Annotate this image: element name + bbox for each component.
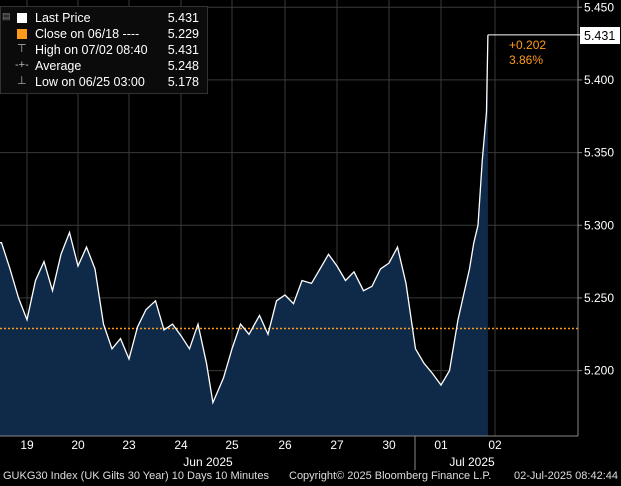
x-tick-label: 19	[20, 438, 34, 452]
chart-footer: GUKG30 Index (UK Gilts 30 Year) 10 Days …	[0, 470, 621, 486]
high-marker-icon: ⊤	[17, 43, 27, 55]
x-tick-label: 30	[382, 438, 396, 452]
legend-panel[interactable]: ▤ Last Price 5.431 Close on 06/18 ---- 5…	[0, 6, 208, 94]
legend-label: Low on 06/25 03:00	[35, 75, 145, 89]
average-marker-icon: -+-	[15, 59, 29, 71]
x-tick-label: 01	[434, 438, 448, 452]
legend-value: 5.431	[167, 43, 199, 57]
footer-security: GUKG30 Index (UK Gilts 30 Year) 10 Days …	[3, 470, 269, 482]
x-tick-label: 02	[488, 438, 502, 452]
legend-row-average: -+- Average 5.248	[5, 58, 203, 74]
x-axis: 19 20 23 24 25 26 27 30 01 02 Jun 2025 Jul 2025	[20, 438, 502, 469]
y-tick-label: 5.200	[584, 364, 614, 378]
x-month-label: Jun 2025	[183, 455, 233, 469]
legend-drag-handle-icon[interactable]: ▤	[2, 11, 11, 21]
x-tick-label: 20	[71, 438, 85, 452]
footer-copyright: Copyright© 2025 Bloomberg Finance L.P.	[289, 470, 492, 482]
legend-value: 5.248	[167, 59, 199, 73]
legend-label: Close on 06/18 ----	[35, 27, 140, 41]
x-tick-label: 23	[122, 438, 136, 452]
footer-timestamp: 02-Jul-2025 08:42:44	[514, 470, 618, 482]
last-price-tag-box	[580, 27, 620, 44]
low-marker-icon: ⊥	[17, 75, 27, 87]
legend-row-high: ⊤ High on 07/02 08:40 5.431	[5, 42, 203, 58]
legend-value: 5.178	[167, 75, 199, 89]
price-series-line	[0, 34, 489, 405]
last-price-tag: 5.431	[487, 27, 620, 44]
legend-row-last-price: Last Price 5.431	[5, 10, 203, 26]
y-tick-label: 5.400	[584, 73, 614, 87]
last-price-tag-text: 5.431	[584, 29, 615, 43]
x-tick-label: 26	[278, 438, 292, 452]
legend-label: Last Price	[35, 11, 91, 25]
legend-label: High on 07/02 08:40	[35, 43, 148, 57]
x-tick-label: 27	[330, 438, 344, 452]
legend-row-low: ⊥ Low on 06/25 03:00 5.178	[5, 74, 203, 90]
x-month-label: Jul 2025	[449, 455, 495, 469]
orange-square-icon	[17, 29, 27, 39]
y-tick-label: 5.250	[584, 291, 614, 305]
price-area-fill	[0, 34, 488, 437]
legend-label: Average	[35, 59, 82, 73]
change-pct-label: 3.86%	[509, 53, 543, 67]
y-tick-label: 5.450	[584, 0, 614, 14]
legend-row-close: Close on 06/18 ---- 5.229	[5, 26, 203, 42]
legend-value: 5.229	[167, 27, 199, 41]
x-tick-label: 24	[174, 438, 188, 452]
y-axis: 5.200 5.250 5.300 5.350 5.400 5.450	[578, 0, 614, 378]
y-tick-label: 5.350	[584, 146, 614, 160]
x-tick-label: 25	[225, 438, 239, 452]
white-square-icon	[17, 13, 27, 23]
change-label: +0.202	[509, 38, 546, 52]
y-tick-label: 5.300	[584, 218, 614, 232]
legend-value: 5.431	[167, 11, 199, 25]
